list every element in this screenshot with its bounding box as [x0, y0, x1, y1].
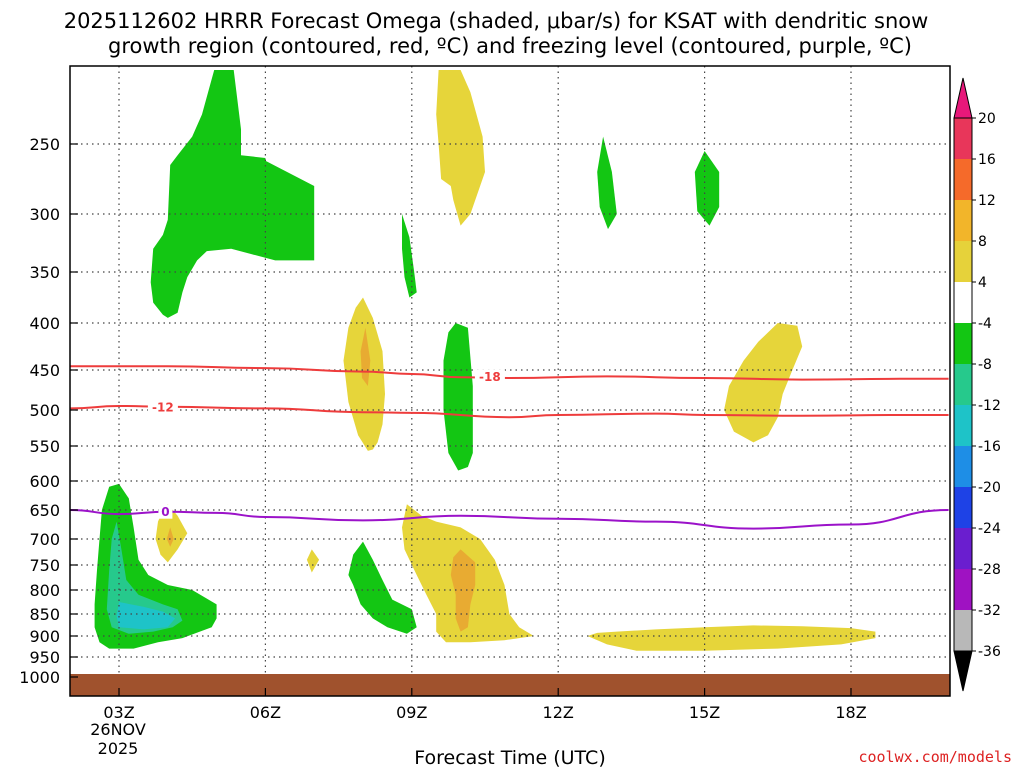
- colorbar: 20 16 12 8 4 -4 -8 -12 -16 -20 -24 -28 -32 -36: [953, 77, 1001, 692]
- colorbar-label-9: -20: [978, 480, 1001, 496]
- contour-label-bg-zero: [158, 504, 173, 519]
- colorbar-label-8: -16: [978, 439, 1001, 455]
- contour-label-zero: 0: [161, 505, 169, 519]
- plot-area: -18 -12 0: [69, 65, 951, 697]
- x-tick-label-18: 18Z: [835, 703, 866, 722]
- colorbar-label-10: -24: [978, 521, 1001, 537]
- date-label-day: 26NOV: [90, 720, 146, 739]
- y-tick-label-700: 700: [29, 530, 60, 549]
- colorbar-label-4: 4: [978, 275, 987, 291]
- colorbar-label-13: -36: [978, 644, 1001, 660]
- y-tick-label-250: 250: [29, 135, 60, 154]
- x-axis-ticks: 03Z 06Z 09Z 12Z 15Z 18Z: [103, 688, 867, 722]
- colorbar-swatch-1: [954, 159, 972, 201]
- colorbar-swatch-3: [954, 241, 972, 283]
- y-tick-label-1000: 1000: [19, 668, 60, 687]
- region-green-upper-c: [597, 136, 617, 230]
- x-tick-label-15: 15Z: [689, 703, 720, 722]
- x-tick-label-9: 09Z: [396, 703, 427, 722]
- colorbar-swatch-4: [954, 282, 972, 324]
- x-axis-label: Forecast Time (UTC): [414, 747, 605, 768]
- colorbar-swatch-6: [954, 364, 972, 406]
- y-tick-label-900: 900: [29, 627, 60, 646]
- chart-title-line-2: growth region (contoured, red, ºC) and f…: [108, 34, 912, 58]
- region-yellow-low-b: [306, 549, 320, 573]
- y-tick-label-400: 400: [29, 314, 60, 333]
- region-green-upper-b: [402, 214, 417, 298]
- colorbar-swatch-7: [954, 405, 972, 447]
- colorbar-label-5: -4: [978, 316, 992, 332]
- x-tick-label-3: 03Z: [103, 703, 134, 722]
- region-cyan-core: [116, 602, 176, 630]
- colorbar-swatch-12: [954, 610, 972, 652]
- region-orange-low-b: [450, 549, 476, 632]
- colorbar-swatch-9: [954, 487, 972, 529]
- y-tick-label-600: 600: [29, 472, 60, 491]
- y-tick-label-850: 850: [29, 605, 60, 624]
- contour-label-minus18: -18: [479, 370, 501, 384]
- region-green-upper-d: [694, 151, 720, 226]
- y-tick-label-950: 950: [29, 648, 60, 667]
- y-tick-label-750: 750: [29, 556, 60, 575]
- y-tick-label-650: 650: [29, 501, 60, 520]
- colorbar-swatch-2: [954, 200, 972, 242]
- region-yellow-low-d: [587, 625, 876, 651]
- colorbar-swatch-11: [954, 569, 972, 611]
- contour-label-bg-minus18: [474, 369, 505, 384]
- colorbar-swatch-0: [954, 118, 972, 160]
- colorbar-label-2: 12: [978, 193, 996, 209]
- colorbar-swatch-5: [954, 323, 972, 365]
- colorbar-label-12: -32: [978, 603, 1001, 619]
- y-tick-label-300: 300: [29, 205, 60, 224]
- chart-title-line-1: 2025112602 HRRR Forecast Omega (shaded, …: [64, 9, 929, 33]
- colorbar-swatch-8: [954, 446, 972, 488]
- region-green-mid: [443, 323, 473, 471]
- y-axis-ticks: 250 300 350 400 450 500 550 600 650 700 750 800 850 9…: [19, 135, 78, 687]
- y-tick-label-500: 500: [29, 401, 60, 420]
- x-tick-label-6: 06Z: [250, 703, 281, 722]
- contour-label-minus12: -12: [152, 400, 174, 414]
- colorbar-label-3: 8: [978, 234, 987, 250]
- contour-line-zero: [70, 509, 949, 530]
- colorbar-label-11: -28: [978, 562, 1001, 578]
- colorbar-label-7: -12: [978, 398, 1001, 414]
- colorbar-label-0: 20: [978, 111, 996, 127]
- region-yellow-upper-a: [436, 70, 485, 226]
- temperature-contours: -18 -12 0: [70, 365, 949, 530]
- region-orange-low-a: [166, 527, 174, 547]
- colorbar-bottom-arrow: [953, 650, 973, 692]
- colorbar-label-6: -8: [978, 357, 992, 373]
- contour-label-bg-minus12: [147, 399, 178, 414]
- region-green-upper-a: [150, 70, 315, 318]
- contour-line-minus12: [70, 404, 949, 419]
- date-label-year: 2025: [98, 739, 139, 758]
- colorbar-top-arrow: [953, 77, 973, 119]
- plot-frame: [69, 65, 951, 697]
- y-tick-label-450: 450: [29, 361, 60, 380]
- y-tick-label-800: 800: [29, 581, 60, 600]
- credit-link[interactable]: coolwx.com/models: [858, 748, 1012, 766]
- y-tick-label-550: 550: [29, 437, 60, 456]
- colorbar-label-1: 16: [978, 152, 996, 168]
- ground-terrain: [70, 674, 950, 696]
- omega-shaded-regions: [94, 70, 876, 651]
- colorbar-swatch-10: [954, 528, 972, 570]
- y-tick-label-350: 350: [29, 263, 60, 282]
- x-tick-label-12: 12Z: [543, 703, 574, 722]
- region-green-low-b: [348, 541, 417, 634]
- region-yellow-mid-b: [724, 323, 803, 443]
